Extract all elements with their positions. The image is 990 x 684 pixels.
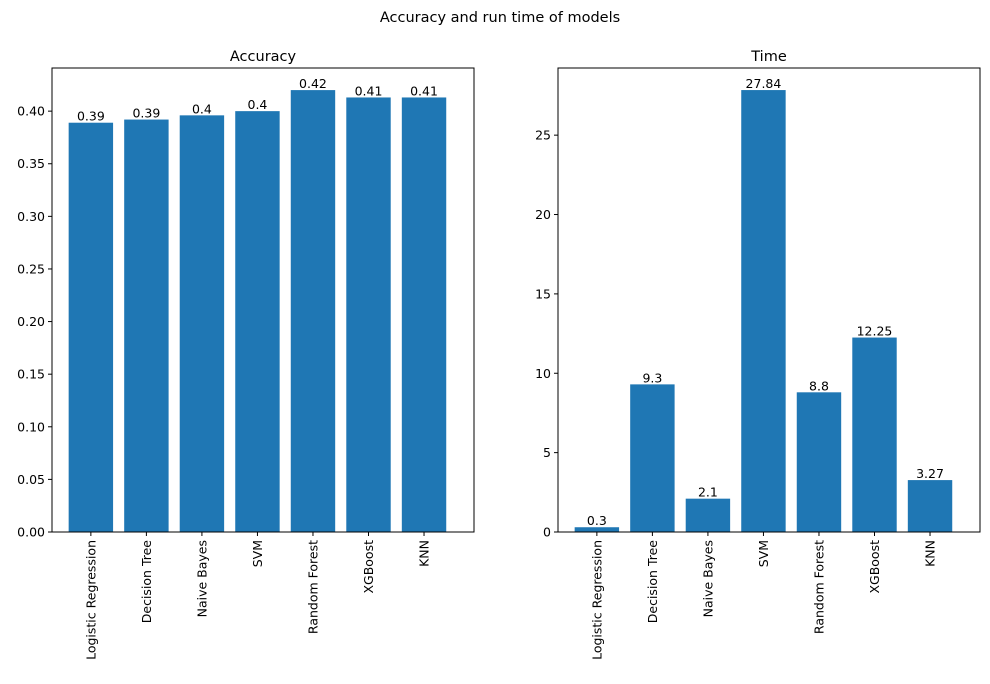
accuracy-subplot: Accuracy 0.39 0.39 0.4 0.4 0.42 0.41 0.41 0.00 0.… xyxy=(17,49,475,660)
x-tick-label: Random Forest xyxy=(811,540,826,634)
data-label: 3.27 xyxy=(916,466,944,481)
x-tick-label: Random Forest xyxy=(305,540,320,634)
x-tick-label: Decision Tree xyxy=(139,540,154,624)
data-label: 0.41 xyxy=(355,83,383,98)
x-tick-label: XGBoost xyxy=(867,540,882,594)
x-tick-label: Naive Bayes xyxy=(194,540,209,617)
axes-frame xyxy=(557,67,981,533)
subplot-title: Accuracy xyxy=(230,49,297,65)
axes-frame xyxy=(51,67,475,533)
bar xyxy=(68,122,114,532)
bar xyxy=(852,337,897,532)
data-label: 0.4 xyxy=(192,101,212,116)
y-tick-label: 0.15 xyxy=(17,367,45,382)
x-tick-label: SVM xyxy=(756,540,771,567)
bar xyxy=(574,527,620,532)
y-tick-label: 0.20 xyxy=(17,314,45,329)
data-label: 2.1 xyxy=(698,485,718,500)
data-label: 27.84 xyxy=(746,76,782,91)
data-label: 0.4 xyxy=(248,97,268,112)
bar xyxy=(346,97,391,532)
y-tick-label: 0.30 xyxy=(17,209,45,224)
y-tick-label: 0.35 xyxy=(17,156,45,171)
bar xyxy=(741,90,786,532)
y-tick-label: 0.05 xyxy=(17,472,45,487)
bar xyxy=(290,90,336,532)
figure-title: Accuracy and run time of models xyxy=(380,10,620,26)
y-tick-label: 10 xyxy=(535,366,551,381)
x-tick-label: KNN xyxy=(417,540,432,567)
y-tick-label: 0.00 xyxy=(17,525,45,540)
data-label: 8.8 xyxy=(809,378,829,393)
bar xyxy=(401,97,447,532)
bar xyxy=(630,384,675,532)
time-subplot: Time 0.3 9.3 2.1 27.84 8.8 12.25 3.27 0 5 10 15 20 25… xyxy=(535,49,981,660)
data-label: 0.41 xyxy=(410,83,438,98)
x-tick-label: SVM xyxy=(250,540,265,567)
data-label: 0.39 xyxy=(77,109,105,124)
y-tick-label: 0 xyxy=(543,525,551,540)
y-tick-label: 0.40 xyxy=(17,104,45,119)
bar xyxy=(179,115,225,533)
y-tick-label: 0.10 xyxy=(17,419,45,434)
bar xyxy=(796,392,842,532)
x-tick-label: Logistic Regression xyxy=(589,540,604,660)
y-tick-label: 20 xyxy=(535,207,551,222)
bar xyxy=(685,498,731,532)
data-label: 9.3 xyxy=(642,370,662,385)
x-tick-label: Naive Bayes xyxy=(700,540,715,617)
data-label: 0.3 xyxy=(587,513,607,528)
bar xyxy=(235,111,280,533)
x-tick-label: XGBoost xyxy=(361,540,376,594)
data-label: 12.25 xyxy=(857,324,893,339)
x-tick-label: KNN xyxy=(923,540,938,567)
y-tick-label: 15 xyxy=(535,286,551,301)
bar xyxy=(907,480,953,532)
data-label: 0.42 xyxy=(299,76,327,91)
subplot-title: Time xyxy=(750,49,787,65)
y-tick-label: 25 xyxy=(535,128,551,143)
x-tick-label: Logistic Regression xyxy=(83,540,98,660)
data-label: 0.39 xyxy=(132,106,160,121)
bar xyxy=(124,119,169,533)
y-tick-label: 5 xyxy=(543,445,551,460)
y-tick-label: 0.25 xyxy=(17,261,45,276)
x-tick-label: Decision Tree xyxy=(645,540,660,624)
